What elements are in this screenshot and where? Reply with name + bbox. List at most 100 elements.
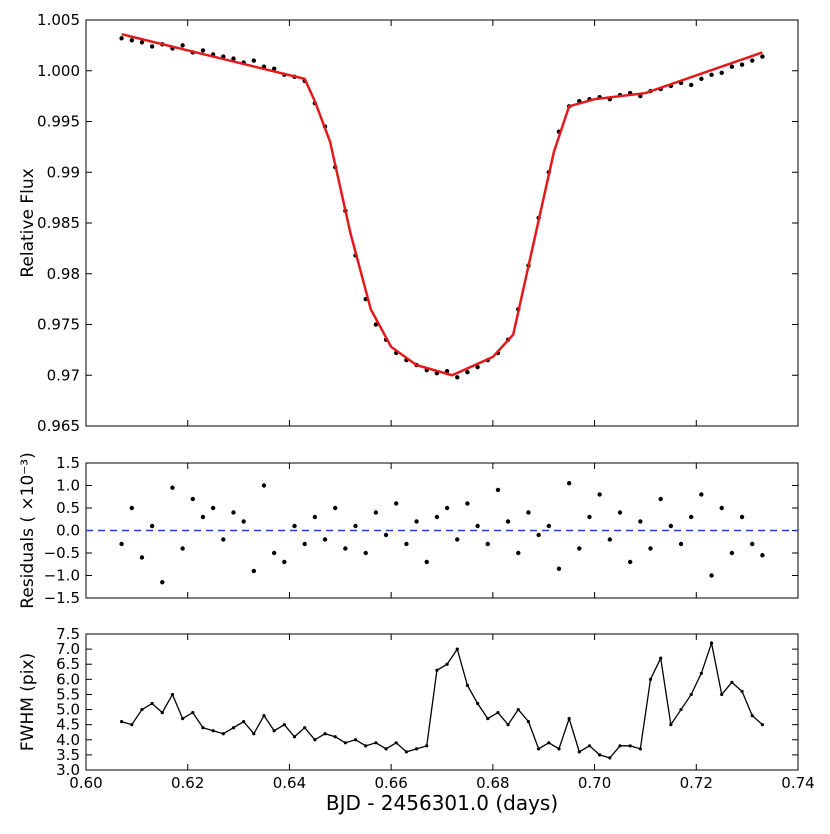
data-point — [659, 656, 663, 660]
data-point — [241, 519, 246, 524]
y-tick-label: 6.0 — [56, 670, 80, 688]
data-point — [271, 66, 277, 71]
data-point — [130, 723, 134, 727]
data-point — [719, 70, 724, 75]
data-point — [506, 723, 510, 727]
y-tick-label: 4.0 — [56, 731, 80, 749]
data-point — [566, 481, 572, 486]
y-axis-label: FWHM (pix) — [18, 653, 38, 751]
data-point — [313, 738, 317, 742]
y-tick-label: 3.5 — [56, 746, 80, 764]
data-point — [373, 322, 379, 327]
data-point — [750, 541, 755, 547]
data-point — [709, 72, 714, 78]
data-point — [119, 541, 124, 547]
data-point — [729, 64, 735, 69]
y-tick-label: 0.97 — [47, 366, 80, 384]
data-line — [121, 640, 763, 759]
y-tick-label: 5.0 — [56, 701, 80, 719]
data-point — [242, 720, 246, 724]
data-point — [485, 541, 490, 547]
data-point — [750, 714, 754, 718]
data-point — [343, 546, 348, 551]
data-point — [435, 668, 439, 672]
data-point — [271, 550, 277, 556]
data-point — [322, 537, 328, 542]
data-point — [261, 483, 267, 488]
data-point — [292, 523, 297, 529]
data-point — [282, 559, 287, 565]
data-point — [374, 741, 378, 745]
y-tick-label: −1.5 — [44, 589, 80, 607]
data-point — [383, 532, 389, 538]
y-tick-label: 1.5 — [56, 454, 80, 472]
data-point — [516, 707, 520, 712]
data-point — [201, 726, 205, 730]
x-tick-label: 0.64 — [273, 774, 306, 792]
data-point — [598, 753, 602, 757]
data-point — [200, 514, 206, 520]
data-point — [303, 726, 307, 730]
y-tick-label: 0.995 — [37, 113, 80, 131]
data-point — [475, 364, 480, 370]
y-tick-label: 7.0 — [56, 640, 80, 658]
data-point — [740, 689, 744, 694]
data-point — [547, 741, 551, 745]
data-point — [394, 501, 399, 506]
data-point — [160, 580, 165, 585]
data-point — [587, 744, 592, 748]
data-point — [414, 519, 419, 524]
data-point — [445, 662, 449, 666]
data-point — [465, 370, 470, 375]
x-tick-label: 0.72 — [680, 774, 713, 792]
data-point — [536, 532, 541, 538]
data-point — [709, 573, 714, 578]
data-point — [200, 48, 206, 53]
data-point — [739, 514, 745, 520]
data-point — [526, 510, 531, 515]
data-point — [180, 546, 185, 551]
data-point — [119, 36, 124, 41]
x-axis-label: BJD - 2456301.0 (days) — [326, 791, 558, 815]
data-point — [577, 546, 582, 551]
data-point — [760, 54, 765, 59]
data-point — [495, 487, 501, 493]
data-point — [353, 523, 358, 529]
data-point — [272, 729, 276, 733]
data-point — [323, 732, 327, 736]
data-point — [455, 537, 460, 542]
x-tick-label: 0.74 — [781, 774, 814, 792]
data-point — [699, 671, 703, 675]
data-point — [129, 505, 134, 511]
y-tick-label: 7.5 — [56, 625, 80, 643]
data-point — [465, 683, 470, 687]
data-point — [210, 505, 216, 511]
data-point — [516, 550, 521, 556]
data-point — [496, 710, 500, 715]
data-point — [282, 723, 286, 727]
data-point — [363, 550, 368, 556]
data-point — [149, 44, 155, 49]
data-point — [191, 710, 195, 715]
data-point — [170, 485, 175, 490]
y-tick-label: 0.985 — [37, 214, 80, 232]
data-point — [343, 741, 347, 745]
data-point — [425, 744, 429, 748]
data-point — [140, 707, 144, 712]
data-point — [312, 514, 318, 520]
data-point — [577, 750, 581, 754]
x-tick-label: 0.66 — [374, 774, 407, 792]
data-point — [729, 550, 735, 556]
data-point — [404, 541, 409, 547]
data-point — [720, 692, 724, 697]
data-point — [669, 723, 673, 727]
data-point — [353, 738, 358, 742]
data-point — [648, 546, 653, 551]
data-point — [414, 747, 419, 751]
data-point — [475, 523, 480, 529]
data-point — [373, 510, 379, 515]
data-point — [333, 505, 338, 511]
data-point — [618, 744, 622, 748]
y-tick-label: −0.5 — [44, 544, 80, 562]
y-tick-label: 5.5 — [56, 685, 80, 703]
